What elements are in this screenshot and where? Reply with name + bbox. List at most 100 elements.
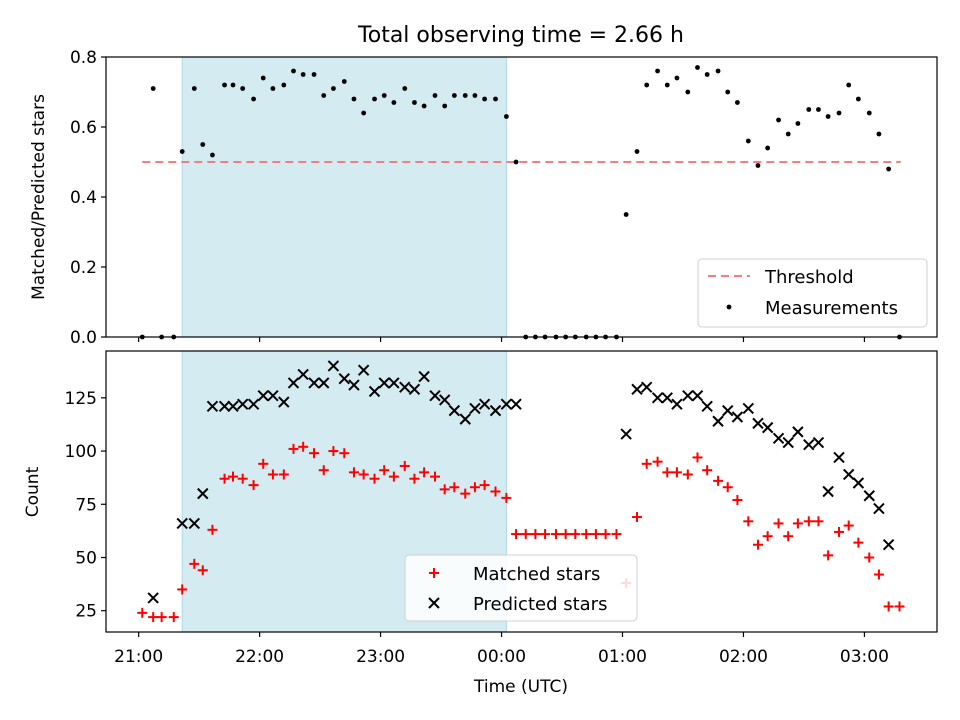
measurement-point: [321, 93, 327, 98]
predicted-star-point: [761, 421, 774, 434]
matched-star-point: [490, 486, 501, 497]
matched-star-point: [581, 529, 592, 540]
measurement-point: [412, 100, 417, 105]
matched-star-point: [560, 529, 571, 540]
predicted-star-point: [489, 404, 502, 417]
matched-star-point: [439, 484, 450, 495]
matched-star-point: [792, 518, 803, 529]
matched-star-point: [148, 612, 159, 623]
measurement-point: [664, 82, 670, 88]
measurement-point: [432, 93, 438, 98]
top-observing-span: [181, 56, 507, 338]
legend-matched-swatch: [429, 568, 439, 578]
measurement-point: [230, 82, 236, 88]
predicted-star-point: [308, 377, 320, 389]
matched-star-point: [207, 524, 218, 535]
x-tick-label: 21:00: [114, 647, 163, 667]
x-tick-label: 01:00: [598, 647, 647, 667]
matched-star-point: [379, 465, 390, 476]
panel-top-ratio: 0.00.20.40.60.8 Matched/Predicted stars …: [29, 48, 938, 348]
predicted-star-point: [278, 396, 290, 408]
matched-star-point: [449, 482, 460, 493]
matched-star-point: [430, 471, 441, 482]
measurement-point: [685, 89, 691, 95]
x-tick-label: 03:00: [840, 647, 889, 667]
matched-star-point: [469, 482, 480, 493]
measurement-point: [725, 89, 731, 95]
bottom-y-tick-label: 75: [75, 495, 97, 515]
measurement-point: [644, 82, 650, 88]
predicted-star-point: [318, 377, 330, 389]
measurement-point: [150, 86, 156, 91]
measurement-point: [421, 103, 427, 109]
predicted-star-point: [257, 389, 269, 402]
top-legend: Threshold Measurements: [697, 258, 928, 328]
predicted-star-point: [478, 398, 491, 410]
measurement-point: [291, 68, 296, 74]
matched-star-point: [632, 512, 643, 523]
measurement-point: [836, 110, 842, 116]
bottom-y-tick-label: 100: [65, 442, 97, 462]
legend-measurements-swatch: [726, 304, 732, 310]
matched-star-point: [278, 469, 289, 480]
measurement-point: [451, 93, 457, 98]
x-tick-label: 00:00: [477, 647, 526, 667]
measurement-point: [795, 121, 801, 126]
measurement-point: [191, 86, 197, 91]
measurement-point: [381, 93, 387, 98]
matched-star-point: [237, 473, 248, 484]
top-y-tick-label: 0.4: [70, 188, 97, 208]
predicted-star-point: [378, 377, 390, 389]
matched-star-point: [702, 465, 713, 476]
predicted-star-point: [782, 436, 794, 449]
predicted-star-point: [197, 487, 209, 500]
bottom-legend-box: [404, 554, 638, 622]
measurement-point: [876, 131, 882, 137]
measurement-point: [300, 72, 306, 77]
matched-star-point: [883, 601, 894, 612]
matched-star-point: [197, 565, 208, 576]
legend-threshold-label: Threshold: [764, 267, 854, 288]
predicted-star-point: [712, 415, 724, 427]
matched-star-point: [540, 529, 551, 540]
measurement-point: [462, 93, 468, 98]
matched-star-point: [520, 529, 531, 540]
predicted-star-point: [459, 413, 471, 425]
matched-star-point: [318, 465, 329, 476]
measurement-point: [210, 152, 215, 158]
predicted-star-point: [803, 438, 815, 451]
legend-measurements-label: Measurements: [765, 298, 898, 319]
measurement-point: [765, 145, 771, 151]
top-y-tick-label: 0.0: [70, 328, 97, 348]
top-y-tick-label: 0.2: [70, 258, 97, 278]
matched-star-point: [894, 601, 905, 612]
predicted-star-point: [227, 400, 239, 413]
matched-star-point: [743, 516, 754, 527]
predicted-star-point: [701, 400, 713, 413]
measurement-point: [270, 86, 276, 91]
measurement-point: [240, 86, 246, 91]
bottom-y-tick-label: 25: [75, 602, 97, 622]
predicted-star-point: [418, 370, 430, 383]
matched-star-point: [137, 607, 148, 618]
predicted-star-point: [742, 402, 755, 415]
measurement-point: [695, 65, 700, 70]
predicted-star-point: [448, 404, 461, 417]
measurement-point: [816, 107, 821, 112]
matched-star-point: [853, 537, 864, 548]
matched-star-point: [570, 529, 581, 540]
measurement-point: [745, 138, 751, 144]
matched-star-point: [652, 456, 663, 467]
measurement-point: [886, 166, 892, 172]
measurement-point: [806, 107, 812, 112]
bottom-y-tick-label: 125: [65, 389, 97, 409]
matched-star-point: [590, 529, 601, 540]
measurement-point: [251, 96, 256, 102]
predicted-star-point: [842, 468, 855, 481]
measurement-point: [341, 79, 347, 84]
top-y-tick-label: 0.8: [70, 48, 97, 68]
legend-matched-label: Matched stars: [473, 564, 600, 585]
measurement-point: [351, 96, 357, 102]
matched-star-point: [339, 448, 350, 459]
matched-star-point: [369, 473, 380, 484]
